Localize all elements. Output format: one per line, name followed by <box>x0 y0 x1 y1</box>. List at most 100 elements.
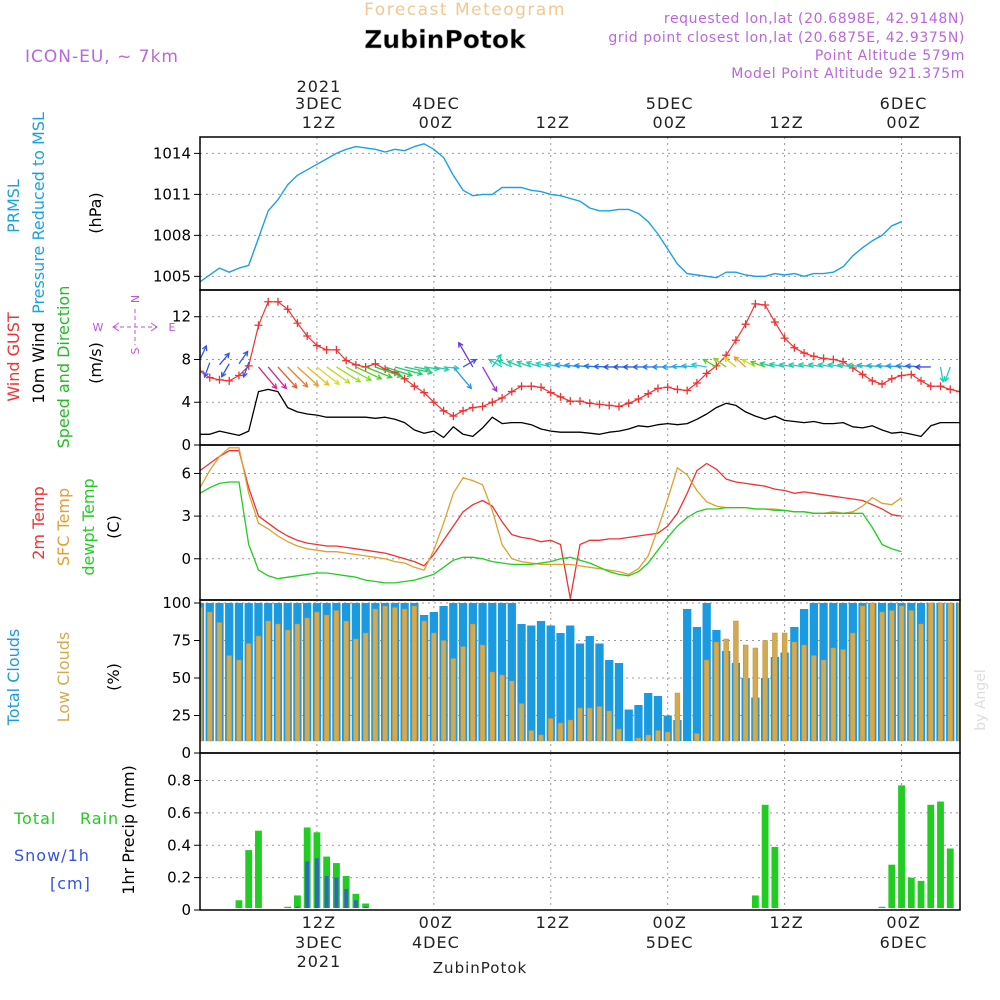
top-tick-date: 5DEC <box>646 94 694 113</box>
wind-arrow-head <box>865 362 872 369</box>
point-altitude: Point Altitude 579m <box>815 48 965 64</box>
cloud-low-bar <box>362 632 369 742</box>
wind-arrow-shaft <box>242 362 250 378</box>
wind-arrow <box>257 366 278 390</box>
gust-marker <box>878 380 887 389</box>
wind-arrow-shaft <box>458 342 474 368</box>
pressure-label-desc: Pressure Reduced to MSL <box>29 112 48 314</box>
gust-marker <box>800 349 809 358</box>
y-tick-label: 0 <box>181 550 191 568</box>
wind-arrow <box>375 366 403 378</box>
cloud-low-bar <box>557 722 564 742</box>
gust-marker <box>683 386 692 395</box>
gust-marker <box>936 382 945 391</box>
cloud-total-bar <box>527 625 536 741</box>
gust-marker <box>624 399 633 408</box>
cloud-total-bar <box>507 603 516 741</box>
gust-marker <box>653 384 662 393</box>
gust-marker <box>663 383 672 392</box>
wind-arrow-shaft <box>221 363 230 378</box>
cloud-low-bar <box>343 620 349 742</box>
y-tick-label: 75 <box>172 632 191 650</box>
cloud-low-bar <box>850 632 856 742</box>
cloud-low-bar <box>431 632 437 742</box>
cloud-low-bar <box>200 607 203 742</box>
bottom-tick-hour: 00Z <box>886 913 920 932</box>
cloud-low-bar <box>499 674 505 742</box>
gust-marker <box>342 356 351 365</box>
cloud-low-bar <box>713 641 720 742</box>
rain-bar <box>751 895 759 908</box>
wind-arrow <box>221 363 230 378</box>
gust-marker <box>312 341 321 350</box>
wind-arrow-shaft <box>734 356 747 368</box>
wind-arrow <box>458 341 474 368</box>
cloud-low-bar <box>674 692 681 742</box>
wind-arrow-head <box>602 364 609 370</box>
compass-e-head <box>150 322 158 332</box>
wind-arrow <box>242 362 250 379</box>
y-tick-label: 12 <box>172 308 191 326</box>
wind-arrow-head <box>702 358 709 365</box>
wind-arrow-head <box>416 370 424 377</box>
rain-bar <box>284 906 292 908</box>
y-tick-label: 0.2 <box>167 869 191 887</box>
wind-arrow-head <box>242 350 249 357</box>
wind-arrow-shaft <box>306 366 330 386</box>
cloud-low-bar <box>226 655 232 742</box>
cloud-low-bar <box>918 623 924 742</box>
gust-marker <box>576 397 584 406</box>
wind-arrow <box>306 366 330 386</box>
wind-arrow-head <box>826 362 834 369</box>
cloud-low-bar <box>333 610 340 742</box>
snow-bar <box>314 858 319 908</box>
gust-marker <box>254 321 263 330</box>
cloud-low-bar <box>285 629 291 742</box>
bottom-tick-hour: 12Z <box>769 913 803 932</box>
precip-label-rain: Rain <box>80 809 119 828</box>
footer-station: ZubinPotok <box>433 959 527 977</box>
cloud-low-bar <box>216 622 223 742</box>
wind-arrow <box>452 366 473 390</box>
wind-arrow-head <box>856 362 863 369</box>
cloud-low-bar <box>294 623 301 742</box>
wind-arrow-shaft <box>375 366 402 378</box>
y-tick-label: 0.4 <box>167 836 191 854</box>
wind-arrow-head <box>885 363 892 369</box>
cloud-low-bar <box>781 632 788 742</box>
wind-arrow-head <box>836 362 843 369</box>
wind-arrow-head <box>203 371 209 379</box>
gust-marker <box>887 374 896 383</box>
gust-marker <box>926 382 935 391</box>
wind-arrow-head <box>914 364 921 370</box>
compass-s: S <box>129 347 142 354</box>
cloud-total-bar <box>585 636 594 741</box>
wind-arrow-head <box>544 361 551 368</box>
wind-arrow <box>345 366 373 381</box>
wind-arrow-head <box>323 380 330 386</box>
precip-label-snow: Snow/1h <box>14 846 90 865</box>
wind-arrow-head <box>817 362 824 369</box>
cloud-low-bar <box>889 610 895 742</box>
wind-arrow-head <box>242 371 248 379</box>
cloud-low-bar <box>411 605 418 742</box>
wind-arrow-shaft <box>443 366 459 369</box>
wind-arrow-head <box>525 360 532 367</box>
y-tick-label: 8 <box>181 350 191 368</box>
cloud-low-bar <box>772 632 778 742</box>
top-tick-hour: 00Z <box>419 113 453 132</box>
cloud-total-bar <box>614 663 624 741</box>
cloud-total-bar <box>663 715 672 741</box>
gust-marker <box>429 398 438 407</box>
temp-label-2m: 2m Temp <box>29 486 48 560</box>
wind-arrow-head <box>291 382 298 389</box>
cloud-low-bar <box>596 706 603 742</box>
wind-arrow-head <box>894 363 902 369</box>
cloud-low-bar <box>859 605 866 742</box>
wind-arrow-shaft <box>257 366 277 389</box>
wind-arrow <box>914 364 931 370</box>
gust-marker <box>459 406 468 415</box>
wind-arrow-shaft <box>200 345 207 360</box>
wind-arrow <box>482 366 498 393</box>
